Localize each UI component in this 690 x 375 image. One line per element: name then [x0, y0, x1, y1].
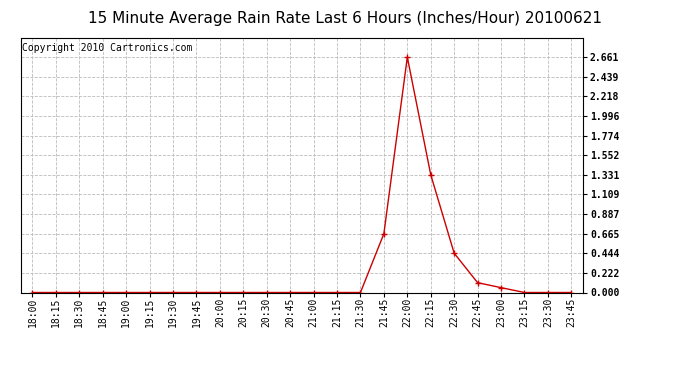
Text: 15 Minute Average Rain Rate Last 6 Hours (Inches/Hour) 20100621: 15 Minute Average Rain Rate Last 6 Hours… [88, 11, 602, 26]
Text: Copyright 2010 Cartronics.com: Copyright 2010 Cartronics.com [22, 43, 193, 52]
